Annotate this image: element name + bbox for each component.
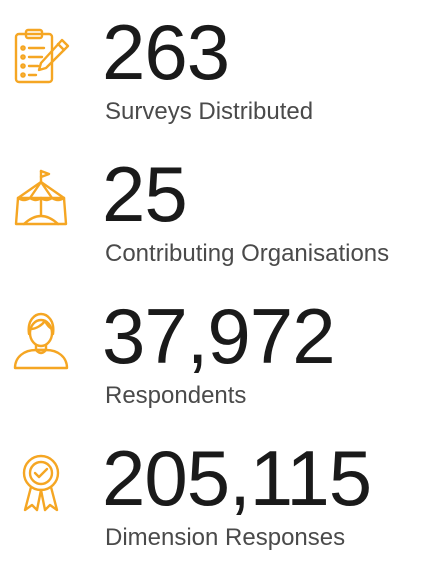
stat-value: 37,972: [102, 292, 336, 380]
stat-dimension-responses: 205,115 Dimension Responses: [0, 436, 447, 575]
stat-value: 263: [102, 8, 230, 96]
stat-surveys-distributed: 263 Surveys Distributed: [0, 10, 447, 149]
stat-contributing-organisations: 25 Contributing Organisations: [0, 152, 447, 291]
stat-value: 205,115: [102, 434, 372, 522]
stat-label: Contributing Organisations: [105, 240, 390, 267]
stat-label: Respondents: [105, 382, 247, 409]
award-ribbon-icon: [10, 452, 72, 514]
circus-tent-icon: [10, 168, 72, 230]
stat-respondents: 37,972 Respondents: [0, 294, 447, 433]
stat-label: Surveys Distributed: [105, 98, 314, 125]
stat-label: Dimension Responses: [105, 524, 346, 551]
person-icon: [10, 310, 72, 372]
stat-value: 25: [102, 150, 188, 238]
clipboard-pencil-icon: [10, 26, 72, 88]
